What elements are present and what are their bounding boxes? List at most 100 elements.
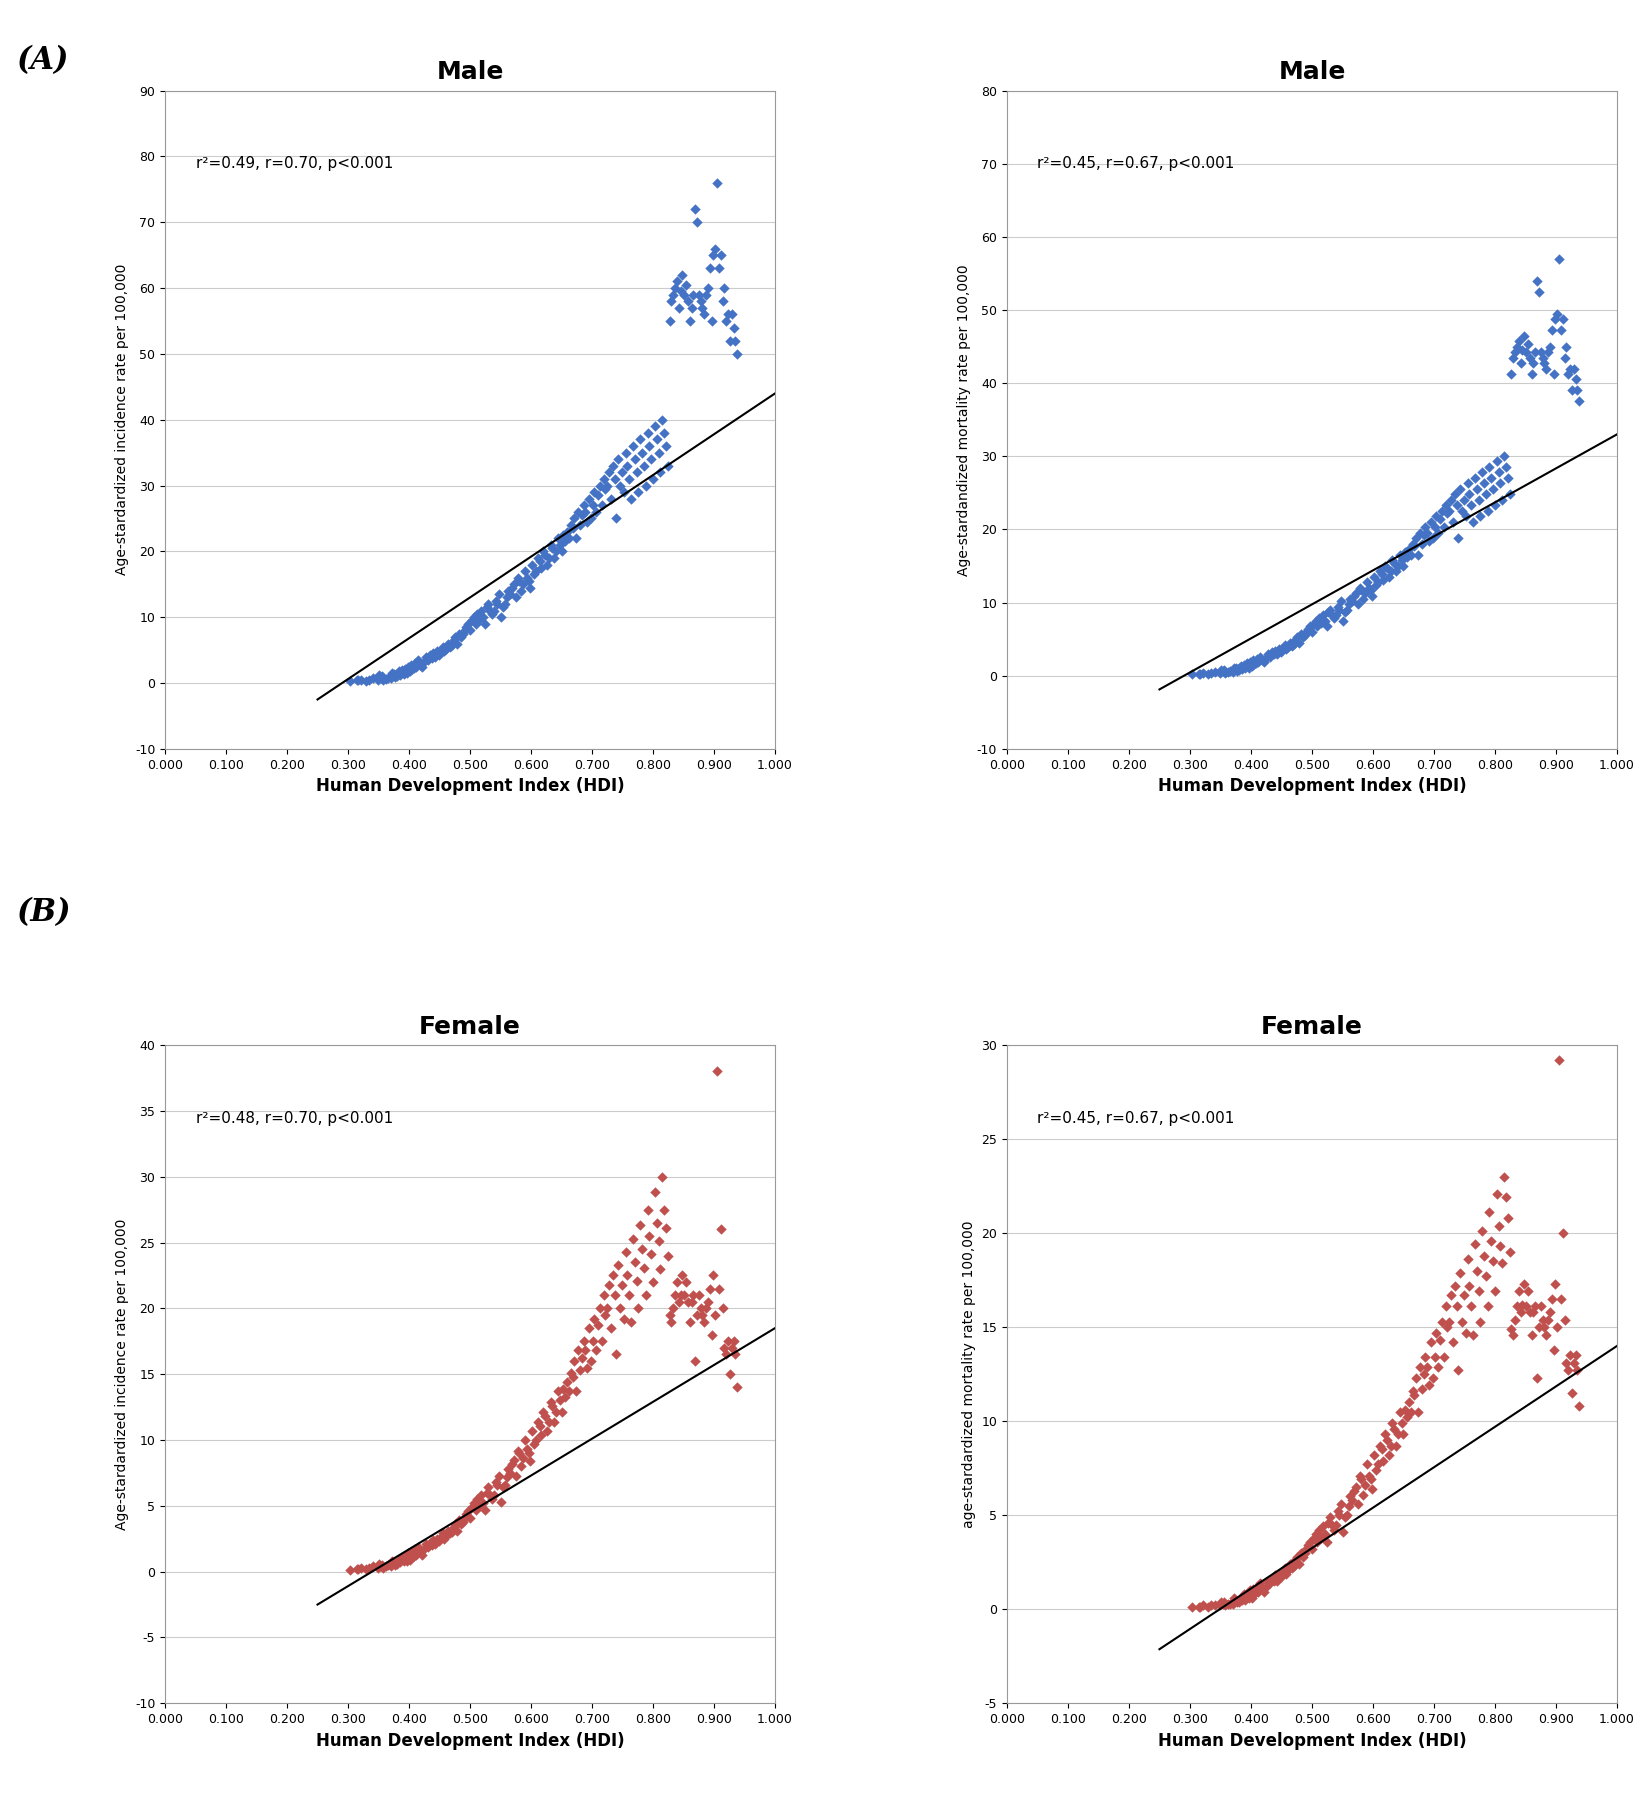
Point xyxy=(724,1373,751,1402)
Point xyxy=(482,587,508,616)
Point xyxy=(1266,1558,1292,1587)
Point xyxy=(1310,600,1337,629)
Point xyxy=(1206,1591,1233,1620)
Point xyxy=(378,1551,404,1580)
Point xyxy=(493,1462,520,1491)
Point xyxy=(526,547,553,576)
Point xyxy=(436,1517,462,1546)
Point xyxy=(540,1392,566,1421)
Point xyxy=(421,640,447,669)
Point xyxy=(573,1335,599,1364)
Point xyxy=(1431,513,1457,542)
Point xyxy=(1487,469,1513,498)
Point xyxy=(553,527,579,556)
Point xyxy=(1180,1593,1206,1622)
Point xyxy=(1336,1482,1363,1511)
Point xyxy=(1488,486,1515,515)
Point xyxy=(594,471,620,500)
Point xyxy=(1371,551,1398,580)
Point xyxy=(1287,620,1313,649)
Point xyxy=(388,1542,414,1571)
Point xyxy=(1447,1258,1473,1287)
Point xyxy=(1436,496,1462,525)
Point xyxy=(1502,1305,1528,1334)
Point xyxy=(625,478,652,507)
Point xyxy=(1398,540,1424,569)
Point xyxy=(474,1479,500,1508)
Point xyxy=(1533,1321,1559,1350)
Point xyxy=(602,464,629,493)
Point xyxy=(690,294,716,323)
Point xyxy=(602,1281,629,1310)
Point xyxy=(1457,480,1483,509)
Point xyxy=(508,576,535,605)
Point xyxy=(512,1426,538,1455)
Point xyxy=(462,1495,488,1524)
Point xyxy=(536,544,563,573)
Point xyxy=(533,551,559,580)
Point xyxy=(681,1346,708,1375)
Point xyxy=(375,1551,401,1580)
Point xyxy=(1285,1549,1312,1578)
Point xyxy=(1549,304,1576,333)
Point xyxy=(1341,582,1368,611)
Point xyxy=(1518,359,1544,388)
Point xyxy=(422,641,449,670)
Point xyxy=(1475,496,1502,525)
Point xyxy=(604,1339,630,1368)
Point xyxy=(475,589,502,618)
Point xyxy=(706,254,733,283)
Point xyxy=(625,1294,652,1323)
Point xyxy=(1411,520,1437,549)
Point xyxy=(604,504,630,533)
Point xyxy=(1261,1567,1287,1596)
Point xyxy=(399,1542,426,1571)
Point xyxy=(520,1417,546,1446)
Point xyxy=(658,286,685,315)
Point xyxy=(614,451,640,480)
Point xyxy=(472,609,498,638)
Point xyxy=(1208,1587,1234,1616)
Point xyxy=(1366,556,1393,585)
Point xyxy=(581,478,607,507)
Point xyxy=(1440,507,1467,536)
Point xyxy=(1427,506,1454,535)
Y-axis label: Age-stardardized incidence rate per 100,000: Age-stardardized incidence rate per 100,… xyxy=(116,265,129,576)
Point xyxy=(469,1480,495,1509)
Point xyxy=(561,504,587,533)
Point xyxy=(1426,1352,1452,1381)
Point xyxy=(1511,321,1538,350)
Point xyxy=(1558,1341,1584,1370)
Point xyxy=(592,475,619,504)
Point xyxy=(1497,1238,1523,1267)
Point xyxy=(1566,388,1592,417)
Point xyxy=(1292,1538,1318,1567)
Point xyxy=(610,478,637,507)
Point xyxy=(711,274,738,303)
Point xyxy=(1457,1272,1483,1301)
Point xyxy=(594,1294,620,1323)
Point xyxy=(1186,1593,1213,1622)
Point xyxy=(422,1529,449,1558)
Point xyxy=(398,651,424,680)
Point xyxy=(384,1547,411,1576)
Point xyxy=(345,1555,371,1584)
Point xyxy=(381,660,408,689)
Point xyxy=(1292,620,1318,649)
Point xyxy=(1180,660,1206,689)
Point xyxy=(1317,596,1343,625)
Point xyxy=(691,1306,718,1335)
Point xyxy=(459,1493,485,1522)
Point xyxy=(1530,342,1556,371)
Point xyxy=(1533,353,1559,382)
Point xyxy=(1482,1277,1508,1306)
Point xyxy=(1513,1292,1539,1321)
Point xyxy=(1327,596,1353,625)
Point xyxy=(1234,1580,1261,1609)
Point xyxy=(1290,1542,1317,1571)
Point xyxy=(1360,1475,1386,1504)
Point xyxy=(700,241,726,270)
Point xyxy=(592,1301,619,1330)
Point xyxy=(1543,304,1569,333)
Point xyxy=(1282,625,1308,654)
